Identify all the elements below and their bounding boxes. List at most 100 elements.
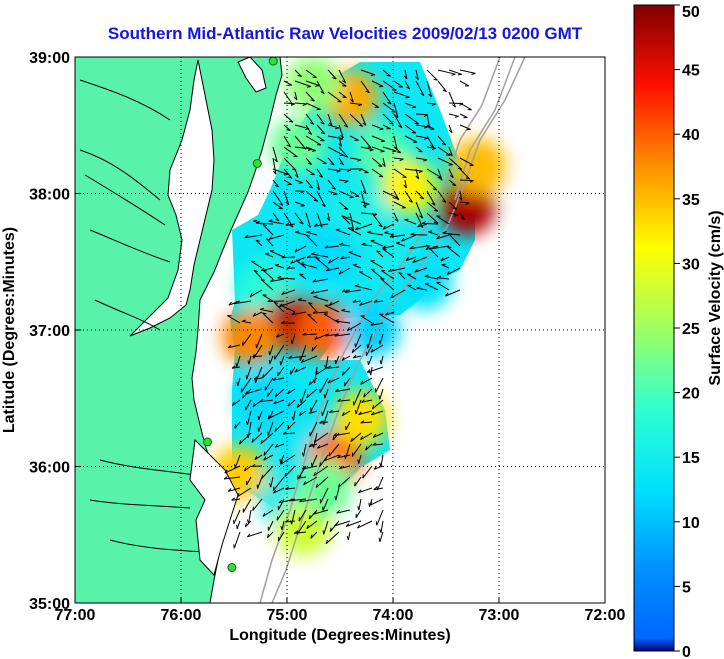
- vector-arrow: [404, 102, 416, 108]
- vector-arrow: [316, 179, 320, 191]
- vector-arrow: [358, 498, 362, 511]
- vector-arrow: [283, 102, 295, 105]
- vector-arrowhead: [379, 128, 384, 131]
- vector-arrow: [305, 91, 315, 102]
- vector-arrowhead: [339, 465, 343, 469]
- vector-arrowhead: [335, 228, 340, 231]
- vector-arrow: [371, 135, 385, 142]
- vector-arrowhead: [378, 537, 381, 542]
- vector-arrowhead: [398, 272, 403, 275]
- vector-arrow: [426, 135, 435, 148]
- station-marker: [203, 437, 212, 447]
- station-marker: [252, 158, 262, 168]
- vector-arrowhead: [295, 259, 300, 262]
- vector-arrow: [303, 476, 318, 486]
- vector-arrow: [335, 355, 340, 365]
- vector-arrow: [345, 217, 362, 225]
- vector-arrowhead: [380, 150, 385, 153]
- vector-arrow: [448, 91, 456, 108]
- vector-arrow: [274, 443, 285, 448]
- vector-arrow: [294, 146, 312, 150]
- vector-arrow: [338, 179, 349, 182]
- vector-arrow: [370, 268, 384, 280]
- vector-arrowhead: [441, 143, 446, 146]
- vector-arrowhead: [244, 390, 249, 395]
- vector-arrow: [283, 91, 294, 105]
- vector-arrow: [365, 344, 373, 357]
- vector-arrow: [274, 264, 285, 269]
- vector-arrowhead: [256, 484, 259, 489]
- vector-arrow: [459, 124, 471, 130]
- vector-arrowhead: [426, 244, 431, 247]
- vector-arrowhead: [325, 267, 330, 272]
- x-tick-label: 72:00: [585, 607, 626, 624]
- vector-arrow: [441, 264, 450, 269]
- vector-arrowhead: [232, 401, 235, 406]
- vector-arrow: [338, 146, 349, 158]
- vector-arrow: [339, 465, 351, 470]
- vector-arrowhead: [372, 442, 377, 446]
- vector-arrowhead: [285, 201, 290, 206]
- vector-arrowhead: [418, 170, 423, 174]
- vector-arrow: [344, 377, 351, 387]
- vector-arrow: [371, 157, 383, 167]
- vector-arrow: [346, 520, 362, 527]
- vector-arrow: [424, 283, 439, 291]
- vector-arrowhead: [328, 452, 331, 457]
- vector-arrow: [285, 223, 296, 226]
- vector-arrow: [448, 232, 461, 247]
- vector-arrowhead: [288, 498, 293, 502]
- vector-arrow: [301, 355, 318, 364]
- vector-arrow: [360, 201, 370, 205]
- vector-arrowhead: [285, 519, 290, 523]
- vector-arrowhead: [440, 257, 444, 262]
- vector-arrowhead: [469, 180, 474, 183]
- x-tick-label: 76:00: [161, 607, 202, 624]
- vector-arrowhead: [403, 184, 407, 189]
- vector-arrow: [404, 179, 407, 189]
- vector-arrow: [322, 498, 329, 511]
- vector-arrowhead: [471, 72, 476, 75]
- vector-arrowhead: [325, 539, 328, 544]
- vector-arrowhead: [274, 393, 278, 398]
- colorbar-ticks: 0 5 10 15 20 25 30 35 40 45 50: [674, 4, 700, 659]
- vector-arrowhead: [324, 245, 329, 249]
- vector-arrow: [236, 520, 241, 530]
- vector-arrow: [299, 344, 307, 361]
- vector-arrow: [415, 113, 428, 116]
- vector-arrowhead: [272, 489, 277, 494]
- vector-arrowhead: [308, 443, 313, 448]
- vector-arrow: [393, 168, 407, 178]
- vector-arrow: [283, 124, 291, 131]
- vector-arrowhead: [341, 411, 345, 416]
- vector-arrowhead: [306, 524, 309, 529]
- vector-arrowhead: [412, 259, 416, 264]
- vector-arrowhead: [442, 89, 447, 93]
- vector-arrow: [262, 509, 274, 517]
- vector-arrowhead: [294, 230, 300, 233]
- vector-arrowhead: [272, 377, 277, 381]
- vector-arrowhead: [306, 254, 311, 258]
- vector-arrowhead: [315, 371, 318, 376]
- vector-arrow: [316, 190, 326, 207]
- vector-arrow: [371, 399, 384, 410]
- vector-arrowhead: [424, 126, 429, 129]
- vector-arrow: [353, 388, 362, 406]
- velocity-patch: [301, 226, 358, 283]
- vector-arrowhead: [396, 151, 402, 154]
- vector-arrow: [294, 179, 303, 184]
- vector-arrow: [338, 190, 354, 198]
- vector-arrowhead: [390, 294, 394, 299]
- vector-arrow: [316, 80, 325, 94]
- vector-arrow: [291, 509, 296, 525]
- vector-arrowhead: [301, 466, 306, 470]
- vector-arrowhead: [318, 174, 323, 178]
- vector-arrowhead: [338, 270, 342, 275]
- vector-arrow: [305, 69, 317, 79]
- vector-arrowhead: [312, 310, 317, 314]
- vector-arrow: [321, 399, 329, 416]
- vector-arrow: [338, 124, 344, 139]
- vector-arrowhead: [419, 215, 424, 219]
- vector-arrowhead: [465, 202, 470, 205]
- vector-arrow: [234, 421, 241, 429]
